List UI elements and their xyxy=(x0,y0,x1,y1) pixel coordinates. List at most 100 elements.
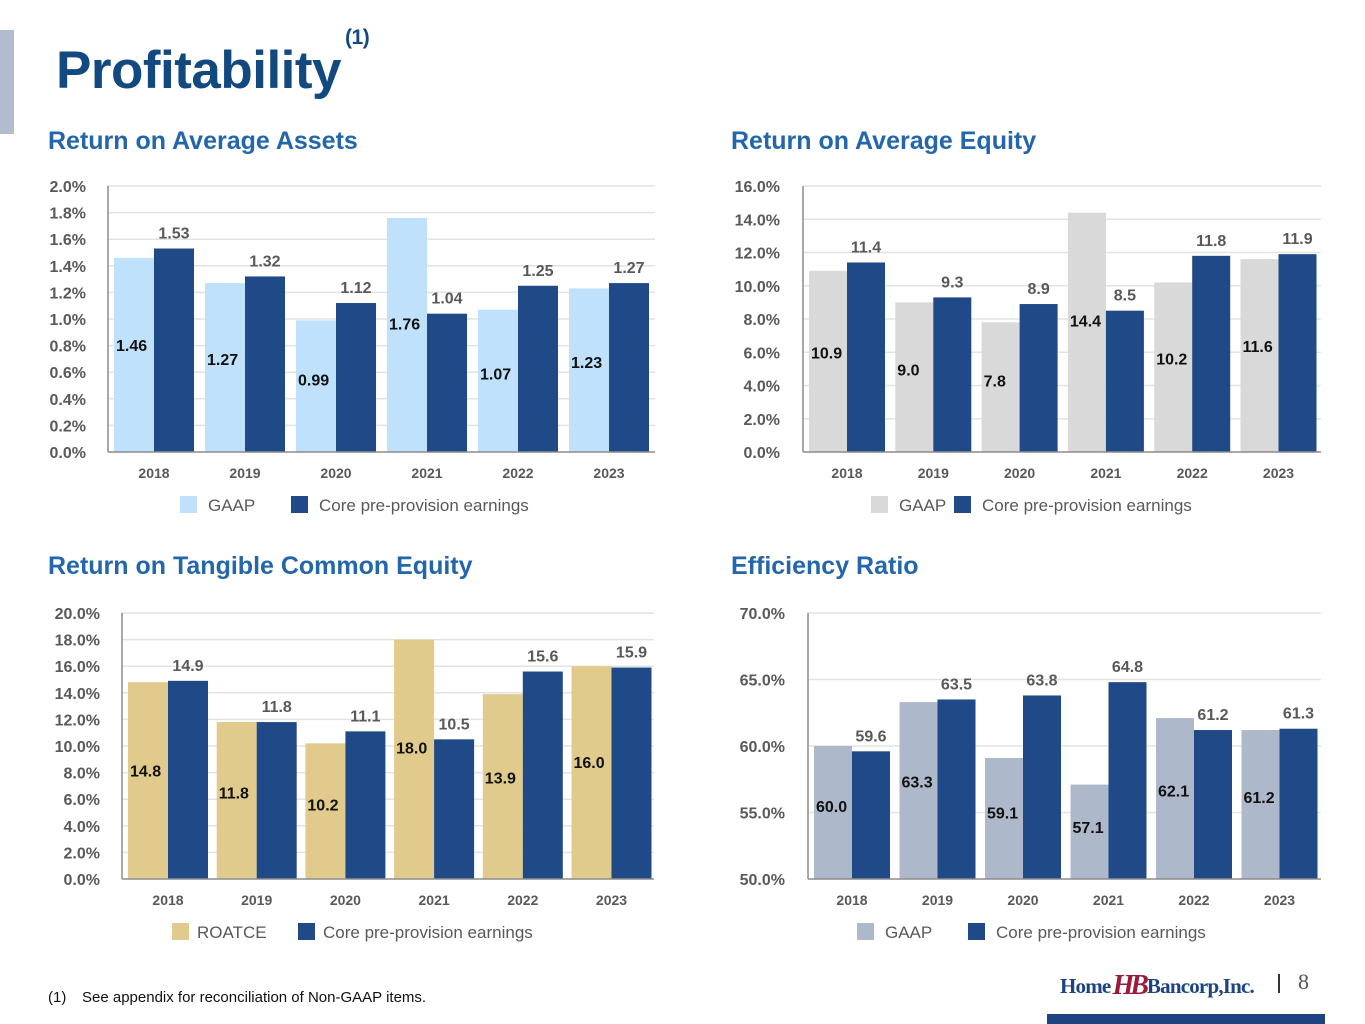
bar-core-pre-provision-earnings-2018 xyxy=(847,262,885,452)
data-label: 15.9 xyxy=(616,645,647,662)
bar-core-pre-provision-earnings-2021 xyxy=(1108,682,1147,879)
footnote-text: See appendix for reconciliation of Non-G… xyxy=(82,989,427,1006)
page-title-text: Profitability xyxy=(56,41,342,100)
bar-gaap-2018 xyxy=(814,746,852,879)
data-label: 64.8 xyxy=(1112,659,1143,676)
y-tick-label: 14.0% xyxy=(735,212,780,229)
page-title: Profitability(1) xyxy=(56,26,370,101)
y-tick-label: 10.0% xyxy=(55,739,100,756)
y-tick-label: 50.0% xyxy=(740,872,785,889)
bar-gaap-2020 xyxy=(985,757,1023,879)
y-tick-label: 0.2% xyxy=(50,418,86,435)
bar-core-pre-provision-earnings-2023 xyxy=(1278,254,1317,452)
y-tick-label: 0.0% xyxy=(50,445,86,462)
bar-core-pre-provision-earnings-2021 xyxy=(434,739,475,879)
logo-text-home: Home xyxy=(1060,973,1111,998)
bar-core-pre-provision-earnings-2022 xyxy=(1194,730,1232,879)
y-tick-label: 55.0% xyxy=(740,806,785,823)
chart-title-rotce: Return on Tangible Common Equity xyxy=(48,552,473,580)
bar-core-pre-provision-earnings-2023 xyxy=(609,283,649,452)
bar-core-pre-provision-earnings-2020 xyxy=(336,303,376,452)
logo-text-bancorp: Bancorp,Inc. xyxy=(1146,973,1255,998)
data-label: 1.76 xyxy=(389,316,420,333)
y-tick-label: 0.8% xyxy=(50,339,86,356)
data-label: 15.6 xyxy=(527,649,558,666)
legend-swatch xyxy=(180,496,197,513)
y-tick-label: 14.0% xyxy=(55,686,100,703)
x-tick-label: 2018 xyxy=(152,892,183,908)
y-tick-label: 4.0% xyxy=(744,379,780,396)
legend-label: Core pre-provision earnings xyxy=(323,923,533,942)
y-tick-label: 1.8% xyxy=(50,206,86,223)
data-label: 61.2 xyxy=(1197,707,1228,724)
x-tick-label: 2022 xyxy=(1177,465,1208,481)
x-tick-label: 2022 xyxy=(1178,892,1209,908)
x-tick-label: 2020 xyxy=(1007,892,1038,908)
bar-core-pre-provision-earnings-2018 xyxy=(852,751,890,879)
x-tick-label: 2021 xyxy=(1090,465,1121,481)
bar-roatce-2021 xyxy=(394,639,435,879)
data-label: 63.3 xyxy=(902,775,933,792)
data-label: 8.9 xyxy=(1027,281,1049,298)
bar-roatce-2020 xyxy=(305,743,346,879)
legend-label: GAAP xyxy=(208,496,255,515)
bar-core-pre-provision-earnings-2018 xyxy=(168,680,208,879)
data-label: 61.3 xyxy=(1283,706,1314,723)
legend-label: Core pre-provision earnings xyxy=(982,496,1192,515)
chart-title-roae: Return on Average Equity xyxy=(731,127,1037,155)
y-tick-label: 60.0% xyxy=(740,739,785,756)
data-label: 0.99 xyxy=(298,373,329,390)
bar-core-pre-provision-earnings-2019 xyxy=(933,297,972,452)
data-label: 10.2 xyxy=(1156,352,1187,369)
page-number: 8 xyxy=(1298,969,1309,994)
bar-core-pre-provision-earnings-2021 xyxy=(427,313,467,452)
legend-swatch xyxy=(298,923,315,940)
y-tick-label: 0.4% xyxy=(50,392,86,409)
bar-core-pre-provision-earnings-2018 xyxy=(154,248,194,452)
x-tick-label: 2018 xyxy=(836,892,867,908)
data-label: 1.27 xyxy=(207,352,238,369)
legend-swatch xyxy=(172,923,189,940)
y-tick-label: 20.0% xyxy=(55,606,100,623)
data-label: 1.23 xyxy=(571,355,602,372)
y-tick-label: 16.0% xyxy=(735,179,780,196)
x-tick-label: 2019 xyxy=(241,892,272,908)
bar-gaap-2020 xyxy=(296,320,336,452)
y-tick-label: 8.0% xyxy=(744,312,780,329)
y-tick-label: 12.0% xyxy=(55,712,100,729)
title-footnote-ref: (1) xyxy=(345,26,370,49)
bar-core-pre-provision-earnings-2021 xyxy=(1105,310,1144,452)
bar-gaap-2023 xyxy=(1241,730,1280,879)
chart-title-roaa: Return on Average Assets xyxy=(48,127,358,155)
y-tick-label: 1.6% xyxy=(50,232,86,249)
bar-gaap-2022 xyxy=(1156,718,1194,879)
data-label: 59.6 xyxy=(855,728,886,745)
data-label: 1.27 xyxy=(613,260,644,277)
y-tick-label: 70.0% xyxy=(740,606,785,623)
data-label: 7.8 xyxy=(984,374,1006,391)
bar-core-pre-provision-earnings-2020 xyxy=(1019,304,1058,452)
data-label: 14.8 xyxy=(130,764,161,781)
x-tick-label: 2018 xyxy=(831,465,862,481)
data-label: 18.0 xyxy=(396,740,427,757)
y-tick-label: 8.0% xyxy=(64,766,100,783)
y-tick-label: 0.0% xyxy=(64,872,100,889)
x-tick-label: 2019 xyxy=(922,892,953,908)
y-tick-label: 16.0% xyxy=(55,659,100,676)
data-label: 10.5 xyxy=(439,716,470,733)
legend-label: Core pre-provision earnings xyxy=(319,496,529,515)
legend-swatch xyxy=(968,923,985,940)
data-label: 61.2 xyxy=(1244,790,1275,807)
x-tick-label: 2021 xyxy=(1093,892,1124,908)
y-tick-label: 6.0% xyxy=(744,345,780,362)
data-label: 9.3 xyxy=(941,274,963,291)
bar-core-pre-provision-earnings-2023 xyxy=(1279,728,1318,879)
y-tick-label: 1.0% xyxy=(50,312,86,329)
data-label: 11.8 xyxy=(262,699,292,716)
y-tick-label: 1.4% xyxy=(50,259,86,276)
x-tick-label: 2023 xyxy=(593,465,624,481)
data-label: 1.46 xyxy=(116,338,147,355)
bar-gaap-2021 xyxy=(1070,784,1109,879)
bar-gaap-2019 xyxy=(899,702,938,879)
bar-gaap-2020 xyxy=(981,322,1020,452)
